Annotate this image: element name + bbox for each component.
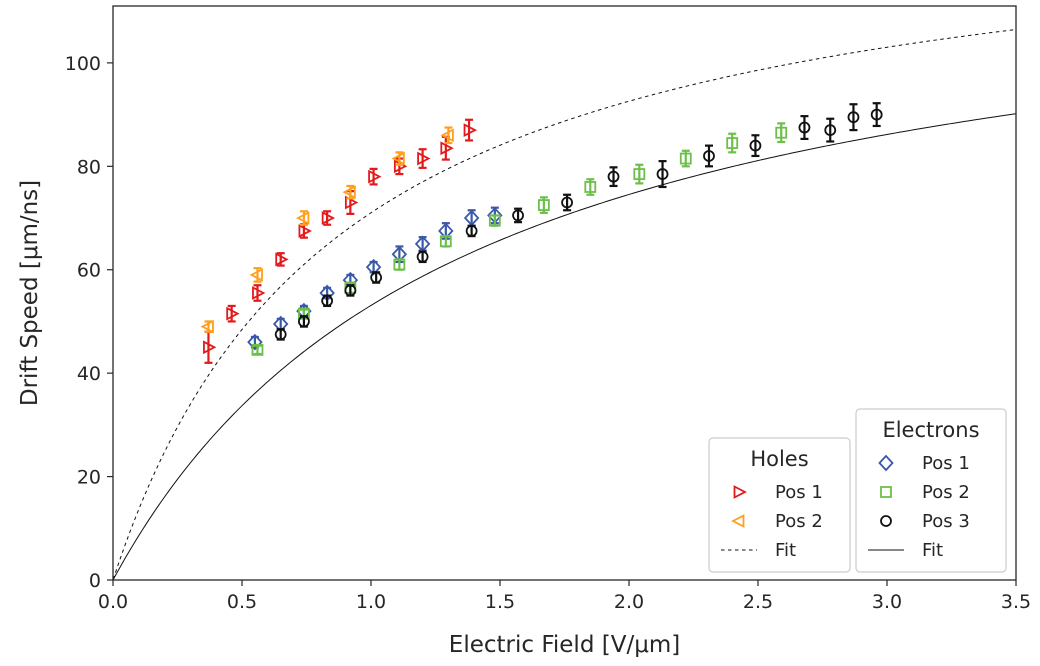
data-point xyxy=(203,340,217,355)
electrons-fit-curve xyxy=(113,113,1016,580)
x-tick-label: 2.0 xyxy=(614,591,644,613)
data-point xyxy=(368,169,382,184)
x-tick-label: 2.5 xyxy=(743,591,773,613)
legend-label: Pos 2 xyxy=(775,511,823,532)
y-tick-label: 0 xyxy=(89,570,101,592)
data-point xyxy=(463,123,478,137)
data-point xyxy=(365,258,382,276)
data-point xyxy=(251,343,264,356)
legend-label: Fit xyxy=(775,540,796,561)
data-point xyxy=(512,209,524,222)
data-point xyxy=(417,151,431,166)
legend-title: Electrons xyxy=(882,418,979,442)
data-point xyxy=(703,150,715,162)
legends: Holes Pos 1 Pos 2 Fit Electrons Pos 1 Pos 2 Pos… xyxy=(708,408,1007,573)
data-point xyxy=(344,284,357,297)
data-point xyxy=(295,211,310,225)
data-point xyxy=(344,195,359,210)
legend-label: Fit xyxy=(922,540,943,561)
data-point xyxy=(656,168,669,180)
data-point xyxy=(488,214,501,227)
x-tick-label: 0.0 xyxy=(98,591,128,613)
data-point xyxy=(584,181,597,193)
data-point xyxy=(200,319,214,334)
holes-fit-curve xyxy=(113,29,1016,580)
data-point xyxy=(607,170,620,183)
x-tick-label: 1.5 xyxy=(485,591,515,613)
data-point xyxy=(247,333,263,351)
legend-label: Pos 3 xyxy=(922,511,970,532)
electrons-pos2-series xyxy=(251,122,788,356)
y-tick-label: 60 xyxy=(77,260,101,282)
x-axis-label: Electric Field [V/μm] xyxy=(449,632,680,658)
legend-box xyxy=(708,437,851,573)
data-point xyxy=(391,151,405,166)
x-tick-label: 3.0 xyxy=(872,591,902,613)
legend-title: Holes xyxy=(750,447,808,471)
data-point xyxy=(775,126,788,139)
x-tick-label: 3.5 xyxy=(1001,591,1031,613)
data-point xyxy=(440,128,454,143)
legend-box xyxy=(855,408,1007,573)
data-point xyxy=(249,268,263,282)
holes-pos2-series xyxy=(200,126,454,334)
data-point xyxy=(537,199,550,211)
data-point xyxy=(870,108,883,121)
data-point xyxy=(298,224,312,238)
fit-curves xyxy=(113,29,1016,580)
y-tick-label: 80 xyxy=(77,156,101,178)
data-point xyxy=(726,137,739,149)
data-point xyxy=(252,286,266,300)
legend-label: Pos 1 xyxy=(775,482,823,503)
data-point xyxy=(847,111,860,124)
data-point xyxy=(749,139,762,152)
electrons-pos3-series xyxy=(274,102,883,341)
data-point xyxy=(440,141,454,156)
data-point xyxy=(416,250,429,263)
data-point xyxy=(342,185,356,200)
data-point xyxy=(275,252,289,267)
legend-marker xyxy=(878,454,894,472)
y-tick-label: 100 xyxy=(65,53,101,75)
legend-label: Pos 2 xyxy=(922,482,970,503)
data-point xyxy=(633,168,646,180)
y-axis-label: Drift Speed [μm/ns] xyxy=(17,180,43,406)
x-tick-label: 0.5 xyxy=(227,591,257,613)
data-point xyxy=(393,258,406,271)
plot-frame xyxy=(112,5,1017,581)
legend-label: Pos 1 xyxy=(922,453,970,474)
data-point xyxy=(561,196,573,209)
legend-marker xyxy=(731,514,745,528)
tick-marks: 0.0 0.5 1.0 1.5 2.0 2.5 3.0 3.5 0 20 40 60 80 100 xyxy=(65,53,1031,613)
data-point xyxy=(679,152,692,165)
data-points xyxy=(200,102,883,364)
data-point xyxy=(274,328,287,341)
legend-electrons: Electrons Pos 1 Pos 2 Pos 3 Fit xyxy=(855,408,1007,573)
legend-marker xyxy=(733,485,747,499)
legend-marker xyxy=(880,515,892,527)
data-point xyxy=(321,294,334,307)
x-tick-label: 1.0 xyxy=(356,591,386,613)
legend-marker xyxy=(880,486,892,498)
y-tick-label: 40 xyxy=(77,363,101,385)
data-point xyxy=(439,235,452,248)
y-tick-label: 20 xyxy=(77,467,101,489)
legend-holes: Holes Pos 1 Pos 2 Fit xyxy=(708,437,851,573)
data-point xyxy=(298,315,310,328)
axes xyxy=(112,5,1017,581)
data-point xyxy=(465,225,478,237)
data-point xyxy=(370,271,383,284)
data-point xyxy=(321,211,336,225)
electrons-pos1-series xyxy=(247,206,503,351)
holes-pos1-series xyxy=(203,118,478,364)
data-point xyxy=(798,121,811,134)
data-point xyxy=(226,306,240,321)
data-point xyxy=(824,124,837,137)
